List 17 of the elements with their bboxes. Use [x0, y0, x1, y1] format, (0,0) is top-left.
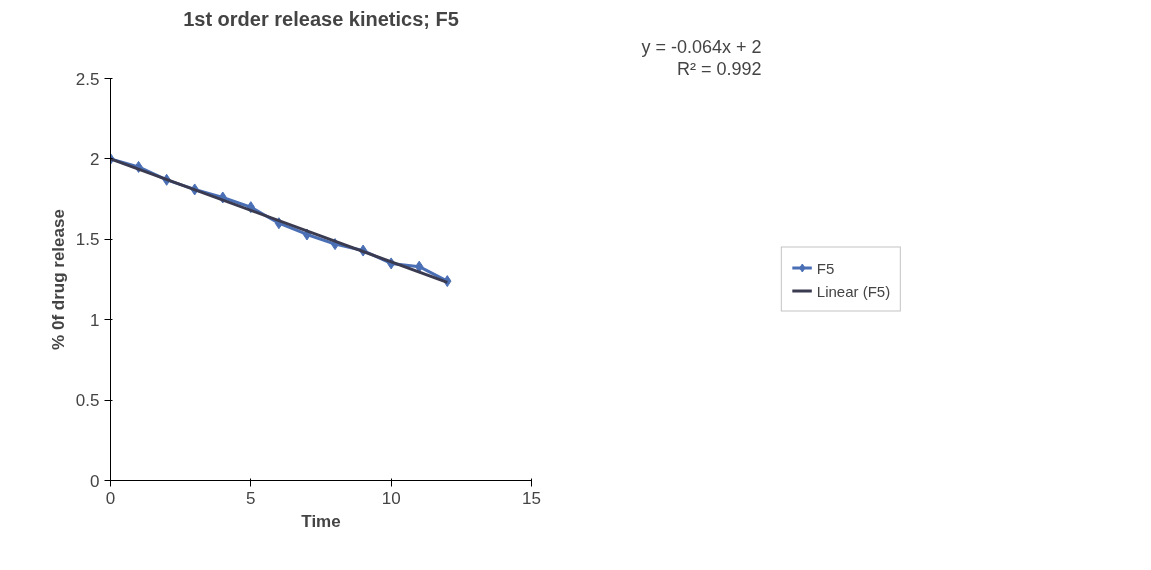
x-tick-label: 0	[105, 488, 116, 508]
x-tick-label: 15	[522, 488, 541, 508]
y-tick-label: 0.5	[75, 391, 100, 411]
legend-label: Linear (F5)	[816, 282, 891, 299]
y-tick-label: 0	[90, 471, 100, 491]
x-tick-label: 5	[246, 488, 256, 508]
y-tick-label: 1	[90, 310, 100, 330]
y-tick-label: 1.5	[75, 230, 100, 250]
text: R² = 0.992	[676, 58, 762, 79]
legend-label: F5	[816, 259, 836, 276]
y-tick-label: 2	[90, 149, 100, 169]
text: y = -0.064x + 2	[641, 36, 762, 57]
y-tick-label: 2.5	[75, 69, 100, 89]
y-axis-title: % 0f drug release	[48, 209, 68, 350]
chart-title: 1st order release kinetics; F5	[183, 7, 459, 30]
x-axis-title: Time	[301, 511, 341, 531]
x-tick-label: 10	[381, 488, 401, 508]
